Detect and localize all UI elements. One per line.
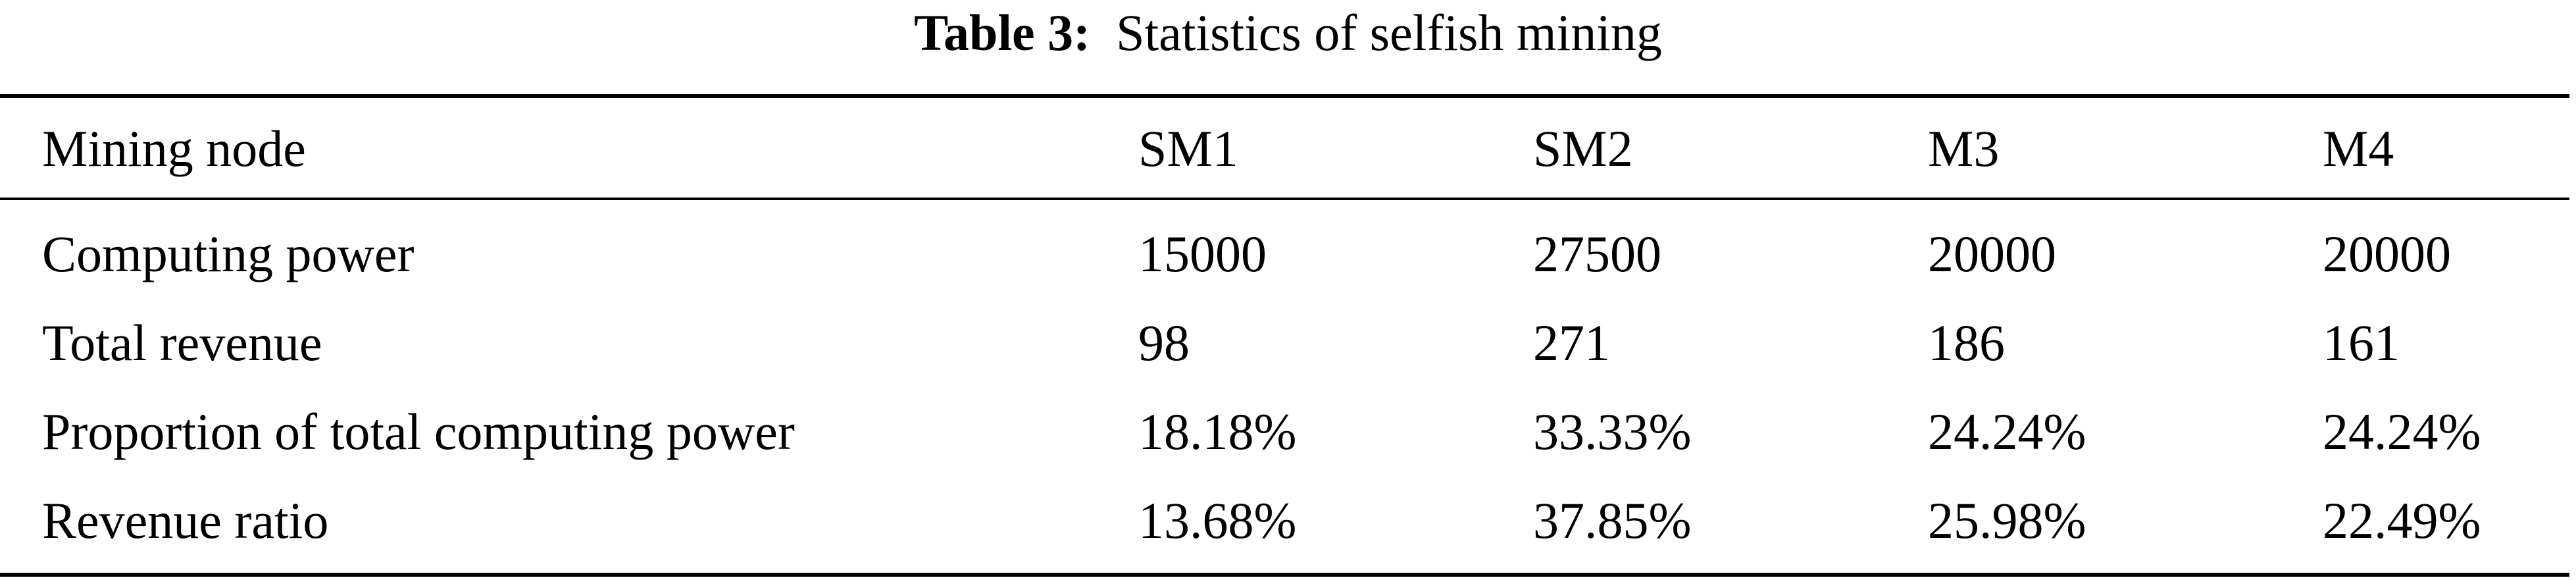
table-row: Revenue ratio 13.68% 37.85% 25.98% 22.49… [0, 481, 2569, 560]
table-cell: 98 [1138, 314, 1190, 371]
table-cell: 22.49% [2323, 492, 2481, 549]
table-cell: 37.85% [1533, 492, 1692, 549]
table-caption-label: Table 3: [914, 4, 1091, 61]
row-label-cell: Computing power [42, 225, 415, 282]
table-cell: 24.24% [1928, 403, 2086, 460]
table-cell: 20000 [2323, 225, 2451, 282]
table-cell: 161 [2323, 314, 2400, 371]
table-row: Computing power 15000 27500 20000 20000 [0, 215, 2569, 294]
header-cell-m3: M3 [1928, 120, 2000, 177]
table-cell: 25.98% [1928, 492, 2086, 549]
table-row: Total revenue 98 271 186 161 [0, 303, 2569, 382]
table-bottom-rule [0, 573, 2569, 577]
header-cell-sm2: SM2 [1533, 120, 1633, 177]
table-top-rule [0, 94, 2569, 98]
table-row: Proportion of total computing power 18.1… [0, 392, 2569, 471]
table-cell: 271 [1533, 314, 1610, 371]
table-cell: 18.18% [1138, 403, 1297, 460]
table-header-rule [0, 198, 2569, 200]
table-cell: 13.68% [1138, 492, 1297, 549]
table-cell: 20000 [1928, 225, 2056, 282]
table-caption-title: Statistics of selfish mining [1116, 4, 1662, 61]
row-label-cell: Revenue ratio [42, 492, 329, 549]
table-cell: 24.24% [2323, 403, 2481, 460]
table-cell: 186 [1928, 314, 2005, 371]
table-cell: 27500 [1533, 225, 1661, 282]
header-cell-sm1: SM1 [1138, 120, 1238, 177]
table-caption: Table 3: Statistics of selfish mining [0, 3, 2576, 63]
table-cell: 33.33% [1533, 403, 1692, 460]
table-header-row: Mining node SM1 SM2 M3 M4 [0, 109, 2569, 188]
row-label-cell: Proportion of total computing power [42, 403, 795, 460]
table-cell: 15000 [1138, 225, 1267, 282]
header-cell-m4: M4 [2323, 120, 2394, 177]
header-cell-mining-node: Mining node [42, 120, 306, 177]
row-label-cell: Total revenue [42, 314, 322, 371]
